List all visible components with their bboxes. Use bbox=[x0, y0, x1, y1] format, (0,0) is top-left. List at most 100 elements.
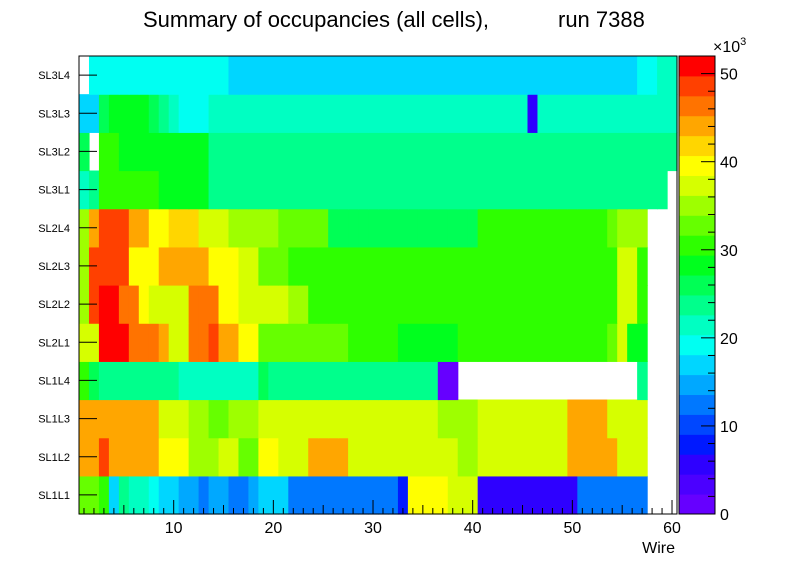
heatmap-cell bbox=[188, 475, 200, 515]
heatmap-cell bbox=[338, 208, 349, 248]
heatmap-cell bbox=[447, 361, 459, 401]
heatmap-cell bbox=[557, 399, 568, 439]
heatmap-cell bbox=[497, 208, 509, 248]
heatmap-cell bbox=[537, 437, 549, 477]
heatmap-cell bbox=[437, 323, 449, 362]
heatmap-cell bbox=[637, 323, 648, 362]
heatmap-cell bbox=[567, 437, 578, 477]
heatmap-cell bbox=[288, 399, 299, 439]
heatmap-cell bbox=[348, 437, 359, 477]
heatmap-cell bbox=[487, 246, 499, 286]
heatmap-cell bbox=[258, 399, 269, 439]
heatmap-cell bbox=[637, 132, 648, 172]
heatmap-cell bbox=[617, 437, 628, 477]
x-axis: 10 20 30 40 50 60 bbox=[83, 500, 681, 537]
heatmap-cell bbox=[667, 94, 678, 133]
heatmap-cell bbox=[228, 132, 240, 172]
heatmap-cell bbox=[417, 246, 429, 286]
heatmap-cell bbox=[128, 170, 140, 210]
heatmap-cell bbox=[657, 56, 668, 95]
heatmap-cell bbox=[298, 56, 309, 95]
heatmap-cell bbox=[477, 285, 489, 324]
heatmap-cell bbox=[228, 361, 240, 401]
heatmap-cell bbox=[427, 56, 439, 95]
heatmap-cell bbox=[647, 170, 658, 210]
heatmap-cell bbox=[318, 246, 329, 286]
heatmap-cell bbox=[328, 323, 339, 362]
heatmap-cell bbox=[507, 94, 519, 133]
heatmap-cell bbox=[547, 475, 558, 515]
heatmap-cell bbox=[447, 323, 459, 362]
heatmap-cell bbox=[487, 56, 499, 95]
heatmap-cell bbox=[467, 94, 479, 133]
heatmap-cell bbox=[178, 132, 190, 172]
heatmap-cell bbox=[537, 475, 549, 515]
heatmap-cell bbox=[607, 246, 618, 286]
heatmap-cell bbox=[128, 361, 140, 401]
heatmap-cell bbox=[597, 94, 608, 133]
heatmap-cell bbox=[527, 170, 539, 210]
heatmap-cell bbox=[248, 475, 259, 515]
heatmap-cell bbox=[497, 475, 509, 515]
heatmap-cell bbox=[128, 399, 140, 439]
heatmap-cell bbox=[198, 399, 210, 439]
heatmap-cell bbox=[607, 437, 618, 477]
run-label: run 7388 bbox=[558, 7, 645, 32]
heatmap-cell bbox=[218, 246, 230, 286]
heatmap-cell bbox=[288, 285, 299, 324]
heatmap-cell bbox=[198, 437, 210, 477]
heatmap-cell bbox=[358, 208, 369, 248]
heatmap-cell bbox=[148, 132, 160, 172]
heatmap-cell bbox=[348, 475, 359, 515]
heatmap-cell bbox=[138, 208, 150, 248]
heatmap-cell bbox=[278, 56, 289, 95]
heatmap-cell bbox=[238, 132, 250, 172]
heatmap-cell bbox=[477, 437, 489, 477]
heatmap-cell bbox=[128, 475, 140, 515]
heatmap-cell bbox=[158, 361, 170, 401]
heatmap-cell bbox=[587, 132, 598, 172]
heatmap-cell bbox=[557, 323, 568, 362]
heatmap-cell bbox=[567, 475, 578, 515]
heatmap-cell bbox=[627, 94, 638, 133]
heatmap-cell bbox=[338, 361, 349, 401]
heatmap-cell bbox=[158, 94, 170, 133]
heatmap-cell bbox=[617, 323, 628, 362]
heatmap-cell bbox=[258, 246, 269, 286]
heatmap-cell bbox=[238, 399, 250, 439]
heatmap-cell bbox=[118, 399, 130, 439]
heatmap-cell bbox=[567, 208, 578, 248]
heatmap-cell bbox=[497, 437, 509, 477]
heatmap-cell bbox=[168, 285, 180, 324]
heatmap-cell bbox=[477, 399, 489, 439]
heatmap-cell bbox=[218, 323, 230, 362]
heatmap-cell bbox=[637, 208, 648, 248]
heatmap-cell bbox=[537, 246, 549, 286]
heatmap-cell bbox=[467, 475, 479, 515]
heatmap-cell bbox=[308, 437, 319, 477]
heatmap-cell bbox=[597, 132, 608, 172]
heatmap-cell bbox=[387, 323, 399, 362]
palette-swatch bbox=[679, 314, 715, 336]
heatmap-cell bbox=[627, 56, 638, 95]
palette-swatch bbox=[679, 294, 715, 316]
heatmap-cell bbox=[397, 285, 409, 324]
heatmap-cell bbox=[577, 437, 588, 477]
heatmap-cell bbox=[278, 399, 289, 439]
heatmap-cell bbox=[178, 323, 190, 362]
heatmap-cell bbox=[497, 246, 509, 286]
heatmap-cell bbox=[397, 170, 409, 210]
heatmap-cell bbox=[427, 475, 439, 515]
heatmap-cell bbox=[348, 94, 359, 133]
heatmap-cell bbox=[238, 170, 250, 210]
z-tick-label: 40 bbox=[720, 155, 738, 172]
heatmap-cell bbox=[437, 361, 449, 401]
heatmap-cell bbox=[308, 56, 319, 95]
heatmap-cell bbox=[637, 437, 648, 477]
heatmap-cell bbox=[128, 323, 140, 362]
heatmap-cell bbox=[298, 323, 309, 362]
heatmap-cell bbox=[358, 246, 369, 286]
heatmap-cell bbox=[228, 285, 240, 324]
palette-swatch bbox=[679, 394, 715, 415]
heatmap-cell bbox=[248, 399, 259, 439]
